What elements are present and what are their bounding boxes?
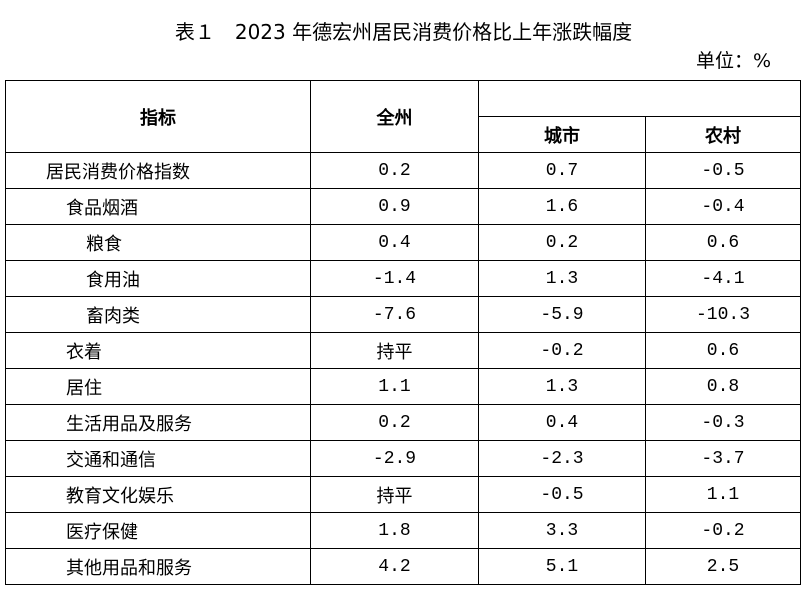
cell-value: -4.1 [645,260,801,297]
cell-value: 1.6 [478,188,646,225]
column-header: 农村 [645,116,801,153]
cell-value: -10.3 [645,296,801,333]
cell-value: 5.1 [478,548,646,585]
table-title: 表１ 2023 年德宏州居民消费价格比上年涨跌幅度 [174,20,633,44]
cell-value: 1.3 [478,368,646,405]
table-row: 其他用品和服务 4.2 5.1 2.5 [5,548,801,585]
table-row: 居住 1.1 1.3 0.8 [5,368,801,405]
row-label: 居住 [5,368,311,405]
row-label: 医疗保健 [5,512,311,549]
cell-value: 1.8 [310,512,479,549]
row-label: 其他用品和服务 [5,548,311,585]
cell-value: 0.6 [645,224,801,261]
cell-value: 1.1 [310,368,479,405]
cell-value: -0.5 [478,476,646,513]
cell-value: 1.1 [645,476,801,513]
cell-value: 0.4 [310,224,479,261]
cell-value: 2.5 [645,548,801,585]
column-header: 指标 [5,80,311,153]
cell-value: 0.4 [478,404,646,441]
cell-value: -1.4 [310,260,479,297]
cell-value: -7.6 [310,296,479,333]
cell-value: 0.7 [478,152,646,189]
cell-value: 0.6 [645,332,801,369]
cell-value: 0.2 [478,224,646,261]
table-row: 衣着 持平 -0.2 0.6 [5,332,801,369]
cell-value: 0.8 [645,368,801,405]
row-label: 食用油 [5,260,311,297]
cell-value: 4.2 [310,548,479,585]
row-label: 畜肉类 [5,296,311,333]
row-label: 居民消费价格指数 [5,152,311,189]
cell-value: 1.3 [478,260,646,297]
row-label: 食品烟酒 [5,188,311,225]
table-row: 教育文化娱乐 持平 -0.5 1.1 [5,476,801,513]
cell-value: -0.3 [645,404,801,441]
column-header: 城市 [478,116,646,153]
row-label: 粮食 [5,224,311,261]
table-row: 畜肉类 -7.6 -5.9 -10.3 [5,296,801,333]
cell-value: 0.2 [310,404,479,441]
cell-value: -0.5 [645,152,801,189]
cell-value: -0.4 [645,188,801,225]
row-label: 教育文化娱乐 [5,476,311,513]
cell-value: 持平 [310,332,479,369]
unit-label: 单位：% [695,50,771,72]
header-cell [478,80,801,117]
row-label: 交通和通信 [5,440,311,477]
cell-value: -3.7 [645,440,801,477]
cell-value: 3.3 [478,512,646,549]
column-header: 全州 [310,80,479,153]
table-row: 粮食 0.4 0.2 0.6 [5,224,801,261]
cell-value: -2.9 [310,440,479,477]
table-row: 生活用品及服务 0.2 0.4 -0.3 [5,404,801,441]
cell-value: -2.3 [478,440,646,477]
row-label: 衣着 [5,332,311,369]
table-row: 居民消费价格指数 0.2 0.7 -0.5 [5,152,801,189]
table-row: 食用油 -1.4 1.3 -4.1 [5,260,801,297]
cell-value: 0.9 [310,188,479,225]
table-row: 食品烟酒 0.9 1.6 -0.4 [5,188,801,225]
cell-value: -5.9 [478,296,646,333]
cell-value: -0.2 [478,332,646,369]
cell-value: -0.2 [645,512,801,549]
row-label: 生活用品及服务 [5,404,311,441]
table-row: 交通和通信 -2.9 -2.3 -3.7 [5,440,801,477]
data-table: 指标 全州 城市 农村 居民消费价格指数 0.2 0.7 -0.5 食品烟酒 0.9 1.6… [5,80,801,585]
cell-value: 持平 [310,476,479,513]
table-row: 医疗保健 1.8 3.3 -0.2 [5,512,801,549]
cell-value: 0.2 [310,152,479,189]
